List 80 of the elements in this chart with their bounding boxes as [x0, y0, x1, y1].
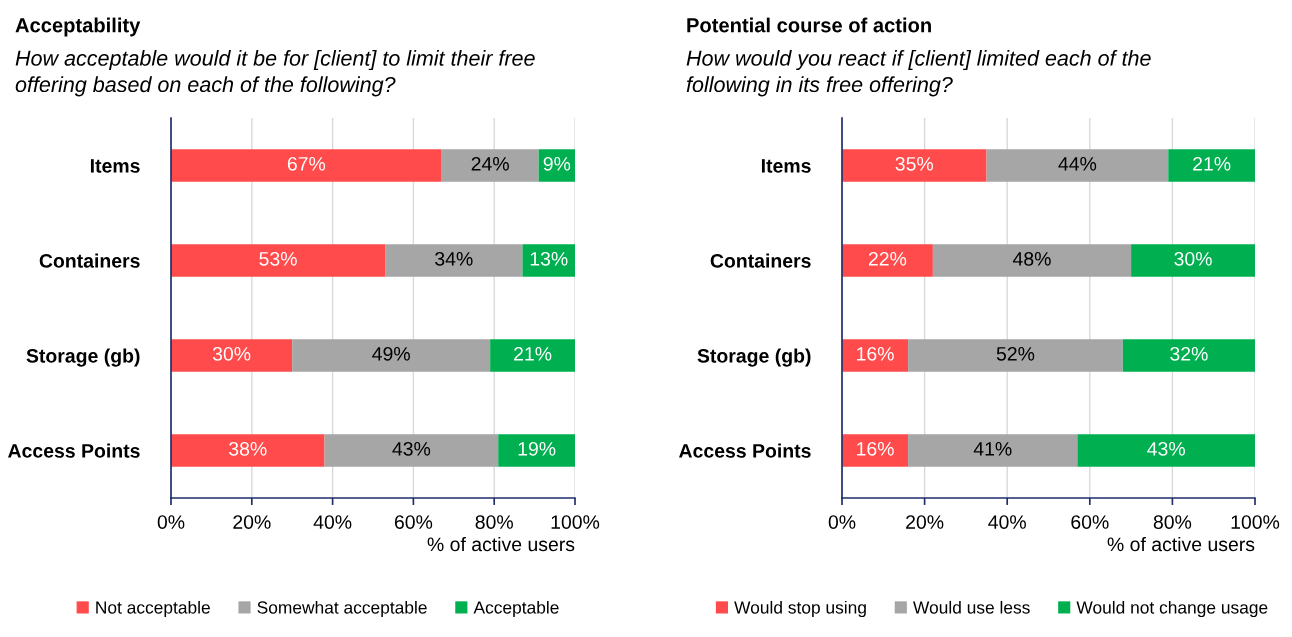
- data-label: 16%: [857, 346, 894, 361]
- x-tick-label: 60%: [1071, 515, 1109, 529]
- bar: [908, 339, 1123, 372]
- data-label: 21%: [514, 346, 552, 361]
- data-label: 41%: [973, 442, 1012, 456]
- legend-label: Acceptable: [473, 600, 559, 618]
- bar: [171, 244, 386, 277]
- x-tick-label: 0%: [828, 515, 856, 529]
- x-tick-label: 20%: [906, 515, 944, 529]
- bar: [842, 434, 909, 467]
- data-label: 49%: [372, 346, 410, 361]
- bar: [441, 149, 539, 182]
- bar: [498, 434, 575, 467]
- data-label: 24%: [471, 156, 509, 171]
- x-axis-title: % of active users: [427, 536, 575, 552]
- bar: [842, 244, 933, 277]
- data-label: 16%: [857, 441, 894, 456]
- data-label: 67%: [287, 156, 326, 171]
- bar: [1077, 434, 1255, 467]
- data-label: 38%: [229, 441, 267, 456]
- bar: [171, 339, 293, 372]
- x-tick-label: 60%: [394, 515, 433, 529]
- y-tick-label: Storage (gb): [26, 348, 140, 367]
- data-label: 34%: [435, 251, 473, 266]
- bar: [538, 149, 575, 182]
- chart-subtitle: How acceptable would it be for [client] to limit their free offering based on each of the following?: [15, 50, 535, 97]
- data-label: 48%: [1012, 251, 1051, 266]
- legend-label: Not acceptable: [96, 600, 210, 618]
- y-tick-label: Access Points: [8, 443, 140, 458]
- data-label: 21%: [1193, 156, 1231, 171]
- data-label: 43%: [1147, 441, 1185, 456]
- x-tick-label: 80%: [1153, 515, 1192, 529]
- chart-title: Acceptability: [15, 17, 141, 37]
- data-label: 43%: [392, 441, 431, 456]
- y-tick-label: Items: [761, 159, 811, 173]
- bar: [932, 244, 1132, 277]
- y-tick-label: Containers: [710, 253, 811, 268]
- x-tick-label: 100%: [1231, 515, 1280, 529]
- x-tick-label: 0%: [157, 515, 185, 529]
- bar: [1131, 244, 1255, 277]
- bar: [171, 149, 442, 182]
- data-label: 9%: [543, 156, 571, 171]
- x-tick-label: 40%: [988, 515, 1026, 529]
- chart-title: Potential course of action: [687, 17, 931, 33]
- y-tick-label: Containers: [39, 253, 140, 268]
- x-tick-label: 20%: [233, 515, 271, 529]
- data-label: 32%: [1170, 346, 1208, 361]
- bar: [842, 149, 987, 182]
- bar: [1122, 339, 1255, 372]
- bar: [842, 339, 909, 372]
- data-label: 30%: [1174, 251, 1212, 266]
- y-tick-label: Items: [90, 159, 140, 173]
- legend-label: Somewhat acceptable: [257, 600, 427, 618]
- x-axis-title: % of active users: [1107, 536, 1255, 552]
- bar: [522, 244, 575, 277]
- bar: [490, 339, 575, 372]
- bar: [1168, 149, 1255, 182]
- legend-label: Would use less: [913, 600, 1030, 614]
- x-tick-label: 40%: [313, 515, 352, 529]
- chart-subtitle: How would you react if [client] limited each of the following in its free offering?: [686, 50, 1151, 97]
- data-label: 30%: [212, 346, 251, 361]
- data-label: 22%: [868, 251, 907, 266]
- data-label: 44%: [1058, 157, 1097, 171]
- data-label: 35%: [895, 156, 934, 171]
- data-label: 19%: [518, 441, 556, 456]
- bar: [171, 434, 325, 467]
- y-tick-label: Storage (gb): [697, 348, 811, 367]
- data-label: 53%: [259, 251, 297, 266]
- bar: [324, 434, 499, 467]
- data-label: 13%: [530, 251, 568, 266]
- legend-label: Would not change usage: [1076, 600, 1268, 618]
- bar: [292, 339, 491, 372]
- bar: [908, 434, 1078, 467]
- x-tick-label: 100%: [551, 515, 600, 529]
- bar: [986, 149, 1169, 182]
- data-label: 52%: [996, 346, 1035, 361]
- legend-label: Would stop using: [734, 600, 866, 618]
- bar: [385, 244, 523, 277]
- x-tick-label: 80%: [475, 515, 513, 529]
- y-tick-label: Access Points: [679, 443, 811, 458]
